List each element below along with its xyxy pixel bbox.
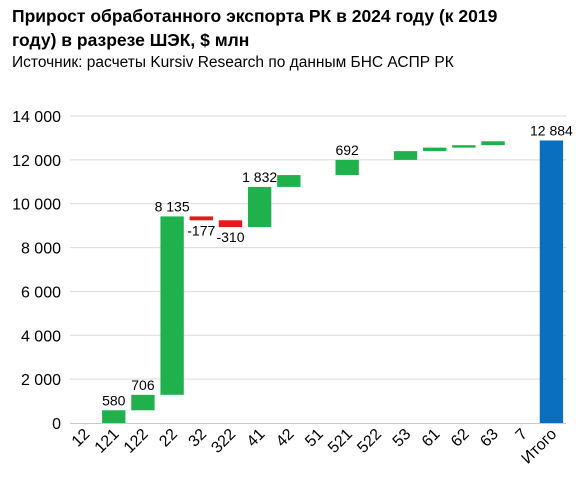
x-tick-label: 121 [92, 426, 123, 457]
x-tick-label: 521 [325, 426, 356, 457]
x-tick-label: 32 [186, 426, 211, 451]
data-label: -177 [187, 222, 215, 238]
x-tick-label: 122 [121, 426, 152, 457]
decrease-bar [189, 216, 213, 221]
increase-bar [160, 216, 184, 395]
data-label: -310 [216, 229, 244, 245]
x-tick-label: 62 [448, 426, 473, 451]
y-tick-label: 8 000 [21, 241, 61, 258]
chart-subtitle: Источник: расчеты Kursiv Research по дан… [12, 54, 454, 71]
x-tick-label: 22 [156, 426, 181, 451]
increase-bar [452, 145, 476, 148]
y-tick-label: 10 000 [12, 197, 61, 214]
increase-bar [423, 147, 447, 152]
data-label: 8 135 [155, 198, 190, 214]
x-tick-label: 12 [69, 426, 94, 451]
x-tick-label: 61 [419, 426, 444, 451]
y-tick-label: 6 000 [21, 284, 61, 301]
total-bar [539, 140, 564, 423]
increase-bar [335, 159, 359, 176]
chart-title: Прирост обработанного экспорта РК в 2024… [12, 6, 498, 50]
x-tick-label: 322 [208, 426, 239, 457]
x-tick-label: 63 [477, 426, 502, 451]
y-tick-label: 12 000 [12, 153, 61, 170]
data-label: 12 884 [530, 122, 573, 138]
increase-bar [131, 394, 155, 411]
decrease-bar [218, 220, 243, 228]
increase-bar [247, 186, 272, 228]
data-label: 1 832 [242, 169, 277, 185]
data-label: 706 [131, 377, 155, 393]
x-tick-label: 42 [273, 426, 298, 451]
increase-bar [393, 151, 418, 160]
y-tick-label: 4 000 [21, 328, 61, 345]
increase-bar [102, 410, 126, 423]
y-tick-label: 14 000 [12, 109, 61, 126]
y-tick-label: 0 [52, 416, 61, 433]
y-tick-label: 2 000 [21, 372, 61, 389]
data-label: 692 [335, 142, 359, 158]
data-label: 580 [102, 392, 126, 408]
increase-bar [277, 175, 301, 187]
x-tick-label: 522 [354, 426, 385, 457]
x-tick-label: 7 [513, 426, 531, 444]
increase-bar [481, 141, 505, 146]
x-tick-label: 51 [302, 426, 327, 451]
x-tick-label: 41 [244, 426, 269, 451]
x-tick-label: 53 [390, 426, 415, 451]
